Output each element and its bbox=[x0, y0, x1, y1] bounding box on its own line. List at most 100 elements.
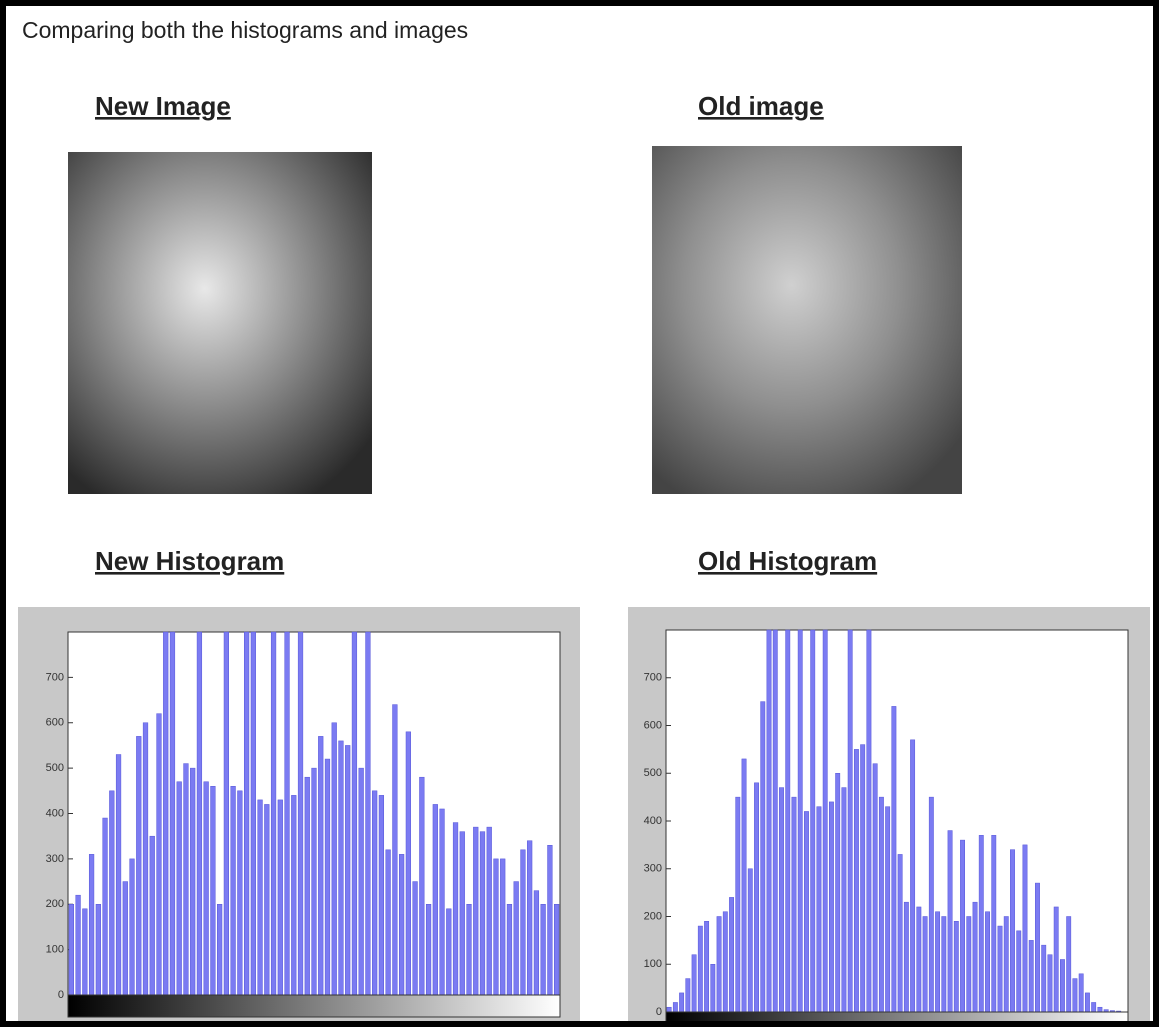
photo bbox=[68, 152, 372, 494]
bar bbox=[979, 835, 983, 1012]
bar bbox=[143, 723, 148, 995]
bar bbox=[1004, 917, 1008, 1013]
y-tick-label: 200 bbox=[644, 910, 662, 922]
colorbar bbox=[68, 995, 560, 1017]
y-tick-label: 600 bbox=[644, 719, 662, 731]
bar bbox=[197, 632, 202, 995]
bar bbox=[1054, 907, 1058, 1012]
bar bbox=[285, 632, 290, 995]
bar bbox=[692, 955, 696, 1012]
bar bbox=[679, 993, 683, 1012]
bar bbox=[985, 912, 989, 1012]
bar bbox=[910, 740, 914, 1012]
bar bbox=[379, 795, 384, 995]
bar bbox=[729, 897, 733, 1012]
bar bbox=[184, 764, 189, 995]
bar bbox=[251, 632, 256, 995]
bar bbox=[836, 773, 840, 1012]
bar bbox=[82, 909, 87, 995]
bar bbox=[521, 850, 526, 995]
bar bbox=[742, 759, 746, 1012]
bar bbox=[96, 904, 101, 995]
chart-title: Old Histogram bbox=[698, 546, 877, 576]
bar bbox=[923, 917, 927, 1013]
bar bbox=[325, 759, 330, 995]
bar bbox=[69, 904, 74, 995]
bar bbox=[224, 632, 229, 995]
bar bbox=[305, 777, 310, 995]
y-tick-label: 400 bbox=[644, 815, 662, 827]
colorbar bbox=[666, 1012, 1128, 1021]
bar bbox=[704, 921, 708, 1012]
bar bbox=[779, 788, 783, 1012]
bar bbox=[332, 723, 337, 995]
bar bbox=[419, 777, 424, 995]
bar bbox=[554, 904, 559, 995]
bar bbox=[163, 632, 168, 995]
bar bbox=[534, 891, 539, 995]
bar bbox=[1067, 917, 1071, 1013]
slide-canvas: Comparing both the histograms and images… bbox=[6, 6, 1153, 1021]
bar bbox=[291, 795, 296, 995]
bar bbox=[406, 732, 411, 995]
bar bbox=[298, 632, 303, 995]
bar bbox=[413, 882, 418, 995]
bar bbox=[1010, 850, 1014, 1012]
bar bbox=[460, 832, 465, 995]
y-tick-label: 300 bbox=[46, 853, 64, 865]
bar bbox=[527, 841, 532, 995]
bar bbox=[548, 845, 553, 995]
chart-title: New Histogram bbox=[95, 546, 284, 576]
y-tick-label: 400 bbox=[46, 807, 64, 819]
bar bbox=[754, 783, 758, 1012]
bar bbox=[150, 836, 155, 995]
bar bbox=[89, 854, 94, 995]
bar bbox=[711, 964, 715, 1012]
bar bbox=[258, 800, 263, 995]
bar bbox=[848, 630, 852, 1012]
bar bbox=[842, 788, 846, 1012]
bar bbox=[867, 630, 871, 1012]
bar bbox=[440, 809, 445, 995]
bar bbox=[829, 802, 833, 1012]
image-heading: Old image bbox=[698, 91, 824, 121]
bar bbox=[264, 804, 269, 995]
bar bbox=[798, 630, 802, 1012]
bar bbox=[1091, 1002, 1095, 1012]
bar bbox=[136, 736, 141, 995]
y-tick-label: 500 bbox=[644, 767, 662, 779]
y-tick-label: 700 bbox=[644, 672, 662, 684]
bar bbox=[792, 797, 796, 1012]
bar bbox=[929, 797, 933, 1012]
bar bbox=[854, 749, 858, 1012]
bar bbox=[892, 706, 896, 1012]
bar bbox=[917, 907, 921, 1012]
bar bbox=[967, 917, 971, 1013]
bar bbox=[76, 895, 81, 995]
y-tick-label: 100 bbox=[644, 958, 662, 970]
bar bbox=[686, 979, 690, 1012]
bar bbox=[123, 882, 128, 995]
image-heading: New Image bbox=[95, 91, 231, 121]
bar bbox=[393, 705, 398, 995]
bar bbox=[103, 818, 108, 995]
bar bbox=[942, 917, 946, 1013]
bar bbox=[761, 702, 765, 1012]
bar bbox=[1098, 1007, 1102, 1012]
bar bbox=[723, 912, 727, 1012]
bar bbox=[935, 912, 939, 1012]
bar bbox=[823, 630, 827, 1012]
bar bbox=[487, 827, 492, 995]
bar bbox=[998, 926, 1002, 1012]
bar bbox=[698, 926, 702, 1012]
bar bbox=[1079, 974, 1083, 1012]
bar bbox=[1085, 993, 1089, 1012]
bar bbox=[879, 797, 883, 1012]
bar bbox=[1023, 845, 1027, 1012]
bar bbox=[885, 807, 889, 1012]
y-tick-label: 500 bbox=[46, 762, 64, 774]
bar bbox=[736, 797, 740, 1012]
bar bbox=[1017, 931, 1021, 1012]
bar bbox=[667, 1007, 671, 1012]
